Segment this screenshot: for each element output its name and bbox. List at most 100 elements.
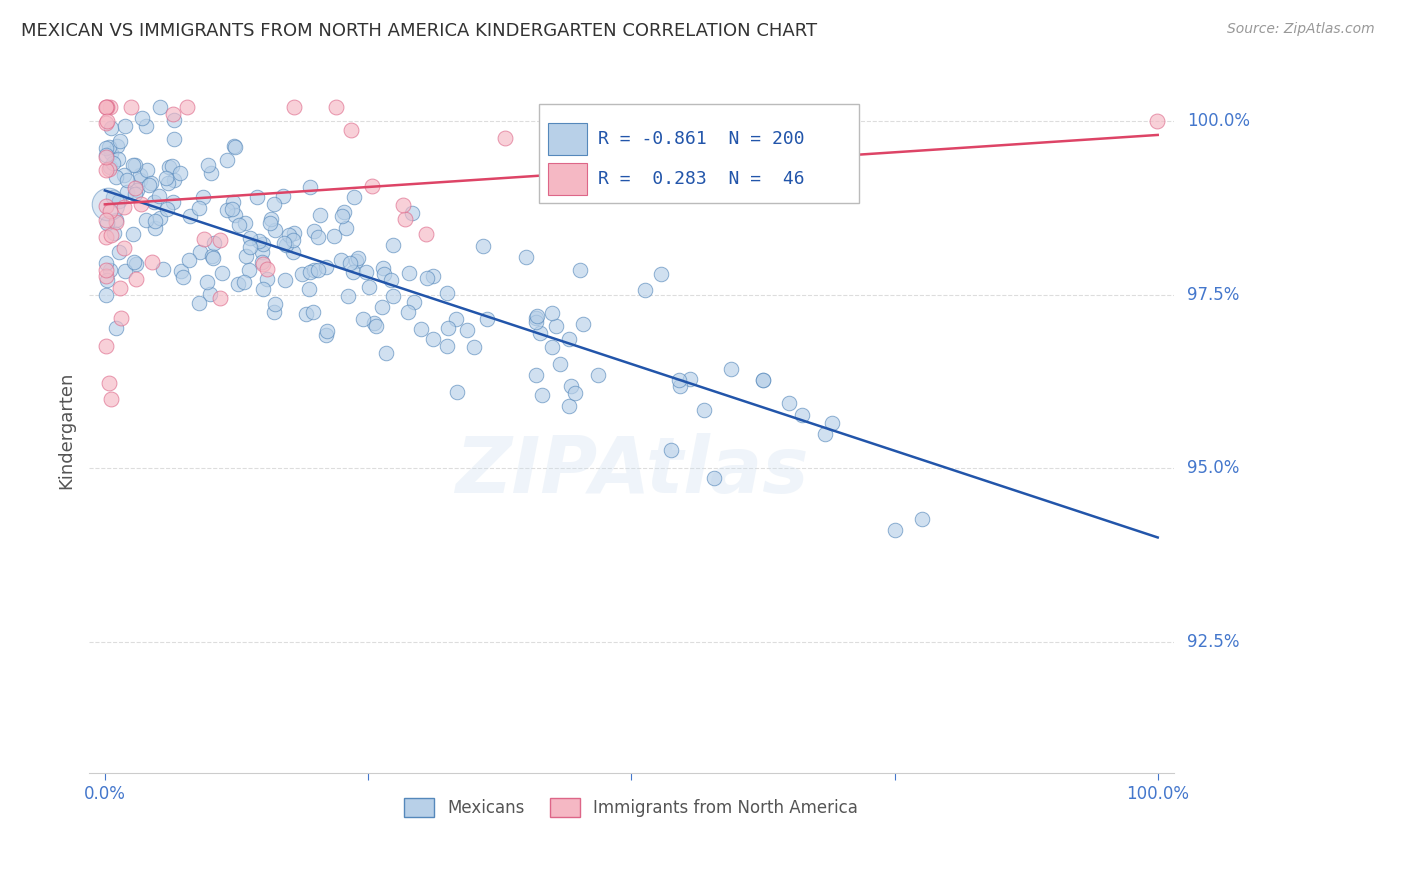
Point [668,378,690,392]
Point [436,285,458,300]
Point [201,249,224,263]
Point [356,265,378,279]
Point [129,168,152,182]
Point [179,209,201,223]
Point [135,213,157,227]
Point [94,268,117,283]
Point [751,373,773,387]
Point [100,100,122,114]
Point [191,189,214,203]
Point [122,157,145,171]
Point [302,262,325,277]
Point [96,113,118,128]
Point [226,277,249,291]
Point [548,357,571,371]
Point [94,339,117,353]
Point [200,166,222,180]
Point [233,216,256,230]
Point [471,239,494,253]
Point [373,260,395,275]
Point [792,408,814,422]
Point [176,100,198,114]
Point [101,189,124,203]
Point [157,160,180,174]
Point [436,339,458,353]
Point [114,119,136,133]
Point [588,368,610,383]
Point [703,470,725,484]
Point [232,276,254,290]
Point [316,324,339,338]
Point [141,177,163,191]
Point [162,194,184,209]
Point [398,266,420,280]
Point [381,289,404,303]
Point [141,254,163,268]
Point [149,100,172,114]
Point [650,267,672,281]
Point [200,286,222,301]
Text: 92.5%: 92.5% [1188,632,1240,650]
Point [100,227,122,242]
Point [172,269,194,284]
Point [103,227,125,241]
Point [122,227,145,242]
Point [135,119,157,133]
Point [197,158,219,172]
Point [211,267,233,281]
Point [100,120,122,135]
Point [110,310,132,325]
Point [394,212,416,227]
Point [309,208,332,222]
Point [142,194,165,209]
Point [124,158,146,172]
Point [374,346,396,360]
Point [273,236,295,251]
Point [217,202,239,217]
Point [298,282,321,296]
Point [157,177,180,191]
Point [163,113,186,128]
Point [415,227,437,241]
Point [263,196,285,211]
Point [778,395,800,409]
Point [96,100,118,114]
Point [148,188,170,202]
Point [361,178,384,193]
Point [281,245,304,260]
Point [325,100,347,114]
Point [250,244,273,259]
Point [402,295,425,310]
Point [392,198,415,212]
Point [98,140,121,154]
Point [446,385,468,400]
Point [298,265,321,279]
Point [259,216,281,230]
Point [524,368,547,382]
Point [373,267,395,281]
Point [122,254,145,268]
Point [340,123,363,137]
Point [94,288,117,302]
Point [396,305,419,319]
Point [224,140,246,154]
Point [256,272,278,286]
Point [108,244,131,259]
Point [222,139,245,153]
Point [155,170,177,185]
Point [416,270,439,285]
Point [659,443,682,458]
Legend: Mexicans, Immigrants from North America: Mexicans, Immigrants from North America [398,791,865,823]
Point [108,134,131,148]
Point [94,141,117,155]
Point [307,230,329,244]
Point [187,296,209,310]
Point [149,211,172,225]
Point [693,403,716,417]
Point [524,314,547,328]
Point [720,362,742,376]
Point [125,257,148,271]
Point [120,100,142,114]
Text: ZIPAtlas: ZIPAtlas [454,434,808,509]
FancyBboxPatch shape [538,103,859,203]
